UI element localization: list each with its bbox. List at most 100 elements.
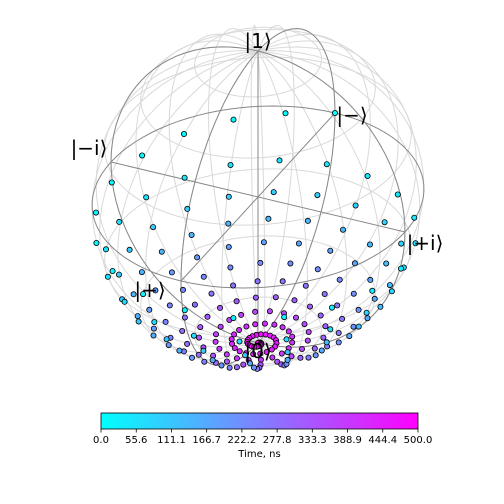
- trajectory-point: [134, 313, 141, 320]
- trajectory-point: [93, 239, 100, 246]
- colorbar: 0.0 55.6 111.1 166.7 222.2 277.8 333.3 388.9 444…: [93, 412, 432, 460]
- label-state-1: |1⟩: [244, 29, 271, 53]
- trajectory-point: [352, 202, 359, 209]
- trajectory-point: [93, 209, 100, 216]
- trajectory-point: [305, 354, 312, 361]
- trajectory-point: [381, 219, 388, 226]
- trajectory-point: [289, 339, 296, 346]
- trajectory-point: [317, 312, 324, 319]
- trajectory-point: [150, 325, 157, 332]
- colorbar-tick-label: 444.4: [368, 435, 397, 446]
- trajectory-point: [243, 323, 250, 330]
- trajectory-point: [323, 161, 330, 168]
- trajectory-point: [331, 110, 338, 117]
- trajectory-point: [223, 351, 230, 358]
- trajectory-point: [268, 346, 275, 353]
- trajectory-point: [284, 356, 291, 363]
- colorbar-tick-label: 222.2: [228, 435, 257, 446]
- trajectory-point: [322, 323, 329, 330]
- trajectory-point: [227, 264, 234, 271]
- trajectory-point: [208, 290, 215, 297]
- trajectory-point: [176, 347, 183, 354]
- trajectory-point: [364, 172, 371, 179]
- trajectory-point: [230, 315, 237, 322]
- trajectory-point: [246, 360, 253, 367]
- trajectory-point: [297, 354, 304, 361]
- trajectory-point: [371, 295, 378, 302]
- trajectory-point: [179, 286, 186, 293]
- trajectory-point: [269, 354, 276, 361]
- label-state-0: |0⟩: [244, 339, 271, 363]
- trajectory-point: [181, 314, 188, 321]
- trajectory-point: [257, 259, 264, 266]
- trajectory-point: [263, 348, 270, 355]
- trajectory-point: [163, 336, 170, 343]
- trajectory-point: [285, 328, 292, 335]
- trajectory-point: [184, 205, 191, 212]
- trajectory-point: [194, 254, 201, 261]
- trajectory-point: [271, 321, 278, 328]
- trajectory-point: [121, 298, 128, 305]
- trajectory-point: [304, 217, 311, 224]
- trajectory-point: [412, 240, 419, 247]
- trajectory-point: [346, 333, 353, 340]
- trajectory-point: [350, 323, 357, 330]
- trajectory-point: [165, 342, 172, 349]
- trajectory-point: [366, 241, 373, 248]
- trajectory-point: [146, 306, 153, 313]
- trajectory-point: [283, 336, 290, 343]
- colorbar-gradient: [100, 412, 419, 430]
- trajectory-point: [104, 273, 111, 280]
- label-state-minus: |−⟩: [336, 103, 367, 127]
- trajectory-point: [328, 304, 335, 311]
- trajectory-point: [231, 331, 238, 338]
- trajectory-point: [212, 338, 219, 345]
- trajectory-point: [250, 351, 257, 358]
- trajectory-point: [334, 302, 341, 309]
- trajectory-point: [130, 291, 137, 298]
- trajectory-point: [318, 347, 325, 354]
- trajectory-point: [166, 302, 173, 309]
- trajectory-point: [335, 329, 342, 336]
- trajectory-point: [188, 231, 195, 238]
- trajectory-point: [252, 294, 259, 301]
- trajectory-point: [188, 354, 195, 361]
- trajectory-point: [150, 224, 157, 231]
- trajectory-point: [270, 189, 277, 196]
- colorbar-tick-label: 0.0: [93, 435, 109, 446]
- trajectory-point: [295, 240, 302, 247]
- trajectory-point: [355, 323, 362, 330]
- trajectory-point: [158, 248, 165, 255]
- trajectory-point: [281, 314, 288, 321]
- trajectory-point: [162, 318, 169, 325]
- trajectory-point: [151, 318, 158, 325]
- trajectory-point: [306, 303, 313, 310]
- colorbar-ticks: 0.0 55.6 111.1 166.7 222.2 277.8 333.3 388.9 444…: [93, 429, 432, 446]
- trajectory-point: [195, 334, 202, 341]
- colorbar-label: Time, ns: [237, 449, 280, 460]
- trajectory-points: [93, 110, 419, 372]
- trajectory-point: [261, 320, 268, 327]
- trajectory-point: [139, 152, 146, 159]
- trajectory-point: [350, 290, 357, 297]
- trajectory-point: [252, 308, 259, 315]
- trajectory-point: [233, 364, 240, 371]
- label-state-plus: |+⟩: [134, 278, 165, 302]
- trajectory-point: [233, 355, 240, 362]
- trajectory-point: [138, 269, 145, 276]
- label-state-plus-i: |+i⟩: [407, 231, 444, 255]
- trajectory-point: [265, 215, 272, 222]
- trajectory-point: [238, 311, 245, 318]
- trajectory-point: [225, 243, 232, 250]
- trajectory-point: [225, 220, 232, 227]
- trajectory-point: [103, 246, 110, 253]
- trajectory-point: [397, 265, 404, 272]
- trajectory-point: [289, 333, 296, 340]
- trajectory-point: [231, 344, 238, 351]
- trajectory-point: [254, 278, 261, 285]
- trajectory-point: [288, 353, 295, 360]
- trajectory-point: [292, 314, 299, 321]
- colorbar-tick-label: 55.6: [125, 435, 147, 446]
- colorbar-tick-label: 333.3: [298, 435, 327, 446]
- trajectory-point: [200, 273, 207, 280]
